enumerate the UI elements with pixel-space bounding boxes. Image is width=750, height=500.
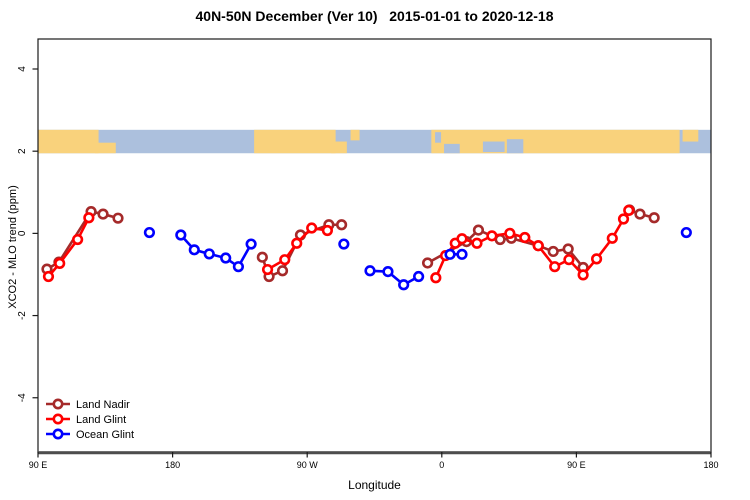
legend-label: Land Nadir: [76, 399, 130, 411]
chart-title: 40N-50N December (Ver 10) 2015-01-01 to …: [195, 8, 554, 24]
data-point-marker: [338, 238, 350, 250]
map-land-region: [331, 141, 347, 154]
legend: Land Nadir Land Glint Ocean Glint: [46, 398, 134, 441]
map-land-region: [350, 129, 360, 141]
data-point-marker: [245, 238, 257, 250]
x-tick-label: 90 E: [29, 460, 48, 470]
x-tick-label: 90 W: [297, 460, 319, 470]
data-point-marker: [472, 224, 485, 236]
data-point-marker: [504, 227, 516, 239]
data-point-marker: [456, 248, 468, 260]
data-point-marker: [547, 245, 559, 258]
map-sea-region: [444, 143, 460, 154]
legend-label: Land Glint: [76, 414, 126, 426]
data-point-marker: [486, 230, 498, 242]
series-line: [47, 216, 91, 278]
data-point-marker: [563, 254, 575, 266]
data-point-marker: [398, 279, 410, 291]
data-point-marker: [577, 269, 589, 281]
data-point-marker: [321, 224, 333, 237]
x-tick-label: 180: [703, 460, 718, 470]
data-point-marker: [261, 263, 274, 276]
data-point-marker: [456, 233, 468, 245]
map-land-region: [94, 142, 116, 154]
map-sea-region: [482, 141, 505, 153]
data-point-marker: [519, 231, 531, 244]
legend-item-land-nadir: Land Nadir: [46, 398, 130, 411]
data-point-marker: [364, 265, 376, 277]
data-point-marker: [54, 257, 66, 269]
x-axis-label: Longitude: [348, 478, 401, 492]
data-point-marker: [203, 248, 215, 260]
y-tick-label: 2: [17, 148, 28, 154]
series-ocean-glint: [143, 226, 692, 291]
data-point-marker: [335, 219, 348, 231]
map-land-region: [38, 129, 99, 154]
data-point-marker: [220, 252, 232, 264]
data-point-marker: [634, 208, 646, 220]
series-land-glint: [42, 204, 635, 284]
data-point-marker: [306, 222, 318, 234]
map-sea-region: [506, 139, 524, 154]
data-point-marker: [279, 254, 291, 266]
plot-border: [37, 38, 712, 453]
y-tick-label: 0: [17, 230, 28, 236]
map-land-region: [431, 129, 680, 154]
data-point-marker: [97, 208, 109, 220]
y-tick-label: -4: [17, 393, 28, 402]
series-line: [368, 269, 420, 287]
axes: 90 E 180 90 W 0 90 E 180 -4 -2 0 2 4: [17, 38, 719, 470]
data-point-marker: [648, 212, 660, 224]
data-point-marker: [256, 251, 268, 263]
data-point-marker: [276, 265, 289, 277]
data-point-marker: [421, 257, 434, 269]
map-land-region: [682, 129, 699, 142]
legend-label: Ocean Glint: [76, 429, 134, 441]
data-point-marker: [680, 226, 692, 239]
data-point-marker: [112, 212, 124, 224]
data-point-marker: [83, 212, 95, 224]
data-point-marker: [444, 248, 456, 260]
map-land-region: [254, 129, 336, 154]
data-point-marker: [471, 237, 483, 249]
map-sea-region: [435, 132, 442, 143]
legend-item-ocean-glint: Ocean Glint: [46, 428, 134, 441]
data-point-marker: [617, 213, 630, 225]
series-land-nadir: [41, 204, 660, 283]
data-point-marker: [291, 237, 303, 249]
legend-marker-swatch: [52, 398, 64, 410]
x-tick-label: 90 E: [567, 460, 586, 470]
data-point-marker: [590, 253, 603, 265]
data-point-marker: [188, 244, 200, 256]
legend-item-land-glint: Land Glint: [46, 413, 126, 426]
data-point-marker: [232, 261, 245, 273]
data-point-marker: [606, 232, 618, 244]
data-point-marker: [532, 240, 544, 252]
data-point-marker: [42, 270, 55, 283]
data-point-marker: [382, 265, 394, 278]
data-point-marker: [175, 229, 187, 241]
data-point-marker: [72, 233, 84, 246]
world-map-strip: [38, 129, 711, 154]
x-tick-label: 0: [439, 460, 444, 470]
data-point-marker: [549, 261, 561, 273]
y-tick-label: -2: [17, 311, 28, 320]
x-tick-label: 180: [165, 460, 180, 470]
data-point-marker: [623, 204, 635, 216]
data-point-marker: [413, 270, 425, 283]
data-point-marker: [143, 226, 156, 239]
data-point-marker: [562, 243, 574, 255]
legend-marker-swatch: [52, 428, 64, 440]
y-axis-label: XCO2 - MLO trend (ppm): [7, 185, 19, 309]
data-point-marker: [430, 272, 442, 284]
legend-marker-swatch: [52, 413, 64, 425]
y-tick-label: 4: [17, 66, 28, 72]
